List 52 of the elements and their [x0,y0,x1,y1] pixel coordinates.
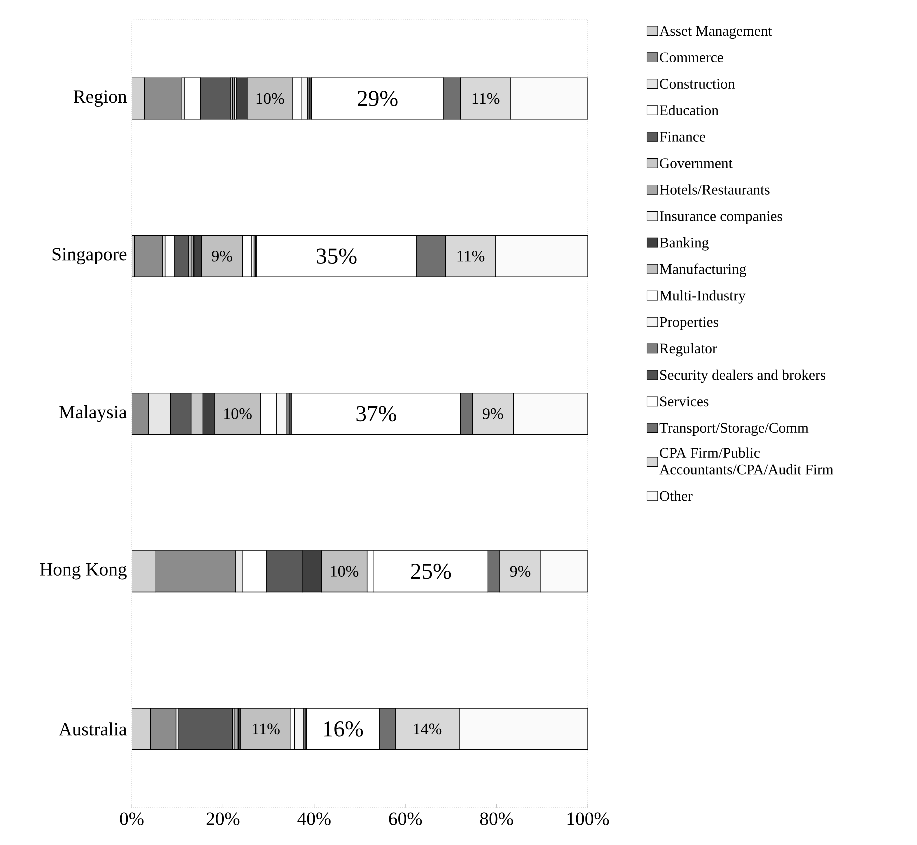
x-tick-label: 40% [298,812,331,826]
y-tick-label: Region [74,90,128,108]
legend-label: Manufacturing [660,264,746,278]
legend-label: Services [660,396,709,407]
bar [294,708,304,750]
legend-label: Government [660,158,733,168]
data-label: 10% [256,93,284,104]
data-label: 16% [324,721,364,737]
bar [132,393,150,435]
legend-label: Hotels/Restaurants [660,184,770,195]
y-tick-label: Malaysia [59,405,128,422]
data-label: 11% [458,250,485,262]
legend-label: Insurance companies [660,212,782,224]
legend-label: Security dealers and brokers [660,370,826,384]
legend-label: Transport/Storage/Comm [660,423,809,436]
x-tick-label: 0% [120,812,144,826]
x-tick-label: 20% [206,812,240,826]
legend-label: Education [660,105,719,116]
y-tick-label: Hong Kong [40,563,127,580]
data-label: 9% [510,566,531,578]
legend-label: CPA Firm/Public Accountants/CPA/Audit Firm [660,448,834,475]
data-label: 37% [356,406,396,422]
bar [156,550,236,593]
bar [240,708,292,750]
legend-label: Multi-Industry [660,290,746,304]
data-label: 25% [411,564,452,580]
data-label: 9% [483,408,504,420]
data-label: 9% [212,250,232,262]
bar [144,78,182,120]
data-label: 11% [472,93,500,104]
y-tick-label: Australia [59,722,128,736]
y-tick-label: Singapore [52,248,127,265]
data-label: 10% [224,408,252,420]
legend-label: Construction [660,79,736,90]
legend-label: Other [660,490,693,502]
bar [134,235,163,278]
legend-label: Regulator [660,343,718,357]
legend-label: Banking [660,238,709,251]
data-label: 29% [358,91,398,106]
legend-label: Properties [660,317,718,330]
data-label: 14% [414,724,442,735]
bar [150,708,177,750]
x-tick-label: 60% [389,812,422,826]
legend-label: Commerce [660,52,724,63]
data-label: 35% [317,248,357,264]
legend-label: Finance [660,132,706,142]
bar [178,708,234,750]
legend-label: Asset Management [660,26,772,40]
x-tick-label: 80% [480,812,514,826]
data-label: 10% [331,566,359,578]
x-tick-label: 100% [568,812,610,826]
data-label: 11% [253,724,280,735]
